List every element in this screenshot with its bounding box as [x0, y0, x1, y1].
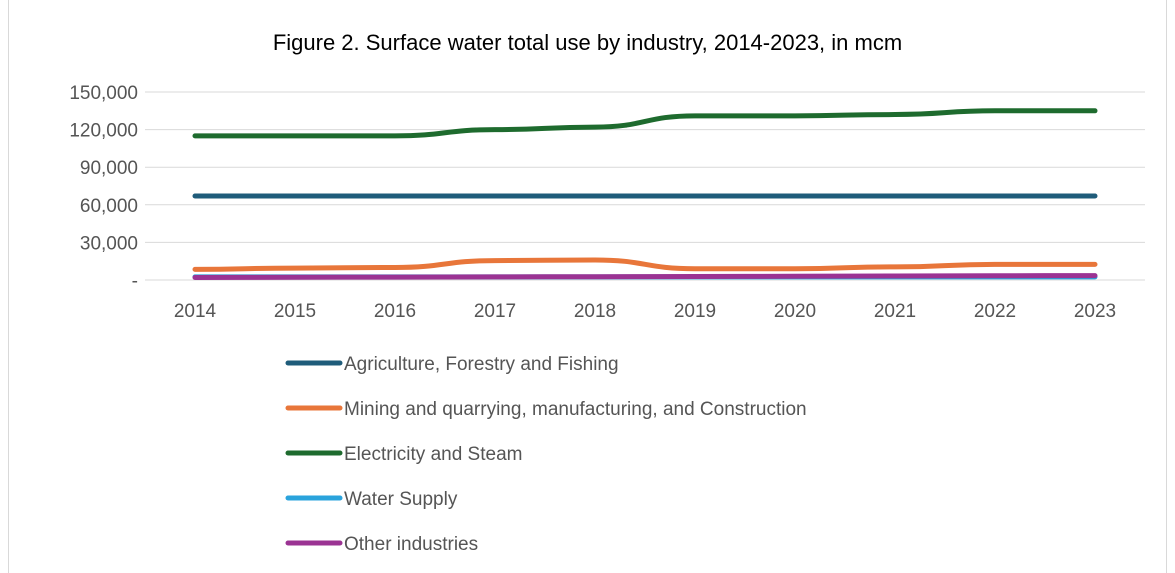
x-tick-label: 2022	[974, 301, 1016, 322]
y-tick-label: 30,000	[80, 233, 138, 254]
x-tick-label: 2023	[1074, 301, 1116, 322]
y-tick-label: 120,000	[69, 121, 138, 142]
legend-label: Mining and quarrying, manufacturing, and…	[344, 399, 807, 420]
legend-label: Agriculture, Forestry and Fishing	[344, 354, 619, 375]
x-tick-label: 2021	[874, 301, 916, 322]
gridlines	[145, 91, 1145, 281]
x-tick-label: 2018	[574, 301, 616, 322]
y-tick-label: 60,000	[80, 196, 138, 217]
legend-label: Other industries	[344, 534, 478, 555]
legend-label: Water Supply	[344, 489, 458, 510]
y-axis-ticks: - 30,000 60,000 90,000 120,000 150,000	[69, 83, 138, 292]
x-tick-label: 2020	[774, 301, 816, 322]
series-lines	[192, 108, 1098, 280]
chart-title: Figure 2. Surface water total use by ind…	[272, 30, 903, 55]
x-axis-ticks: 2014 2015 2016 2017 2018 2019 2020 2021 2022 2023	[174, 301, 1116, 322]
y-tick-label: 90,000	[80, 158, 138, 179]
x-tick-label: 2014	[174, 301, 217, 322]
legend: Agriculture, Forestry and Fishing Mining …	[285, 354, 807, 555]
chart-frame	[8, 0, 1167, 573]
x-tick-label: 2015	[274, 301, 316, 322]
x-tick-label: 2017	[474, 301, 516, 322]
x-tick-label: 2019	[674, 301, 716, 322]
legend-label: Electricity and Steam	[344, 444, 522, 465]
series-line	[192, 273, 1098, 280]
series-line	[192, 108, 1098, 139]
y-tick-label: 150,000	[69, 83, 138, 104]
y-tick-label: -	[132, 271, 138, 292]
series-line	[192, 257, 1098, 272]
x-tick-label: 2016	[374, 301, 416, 322]
